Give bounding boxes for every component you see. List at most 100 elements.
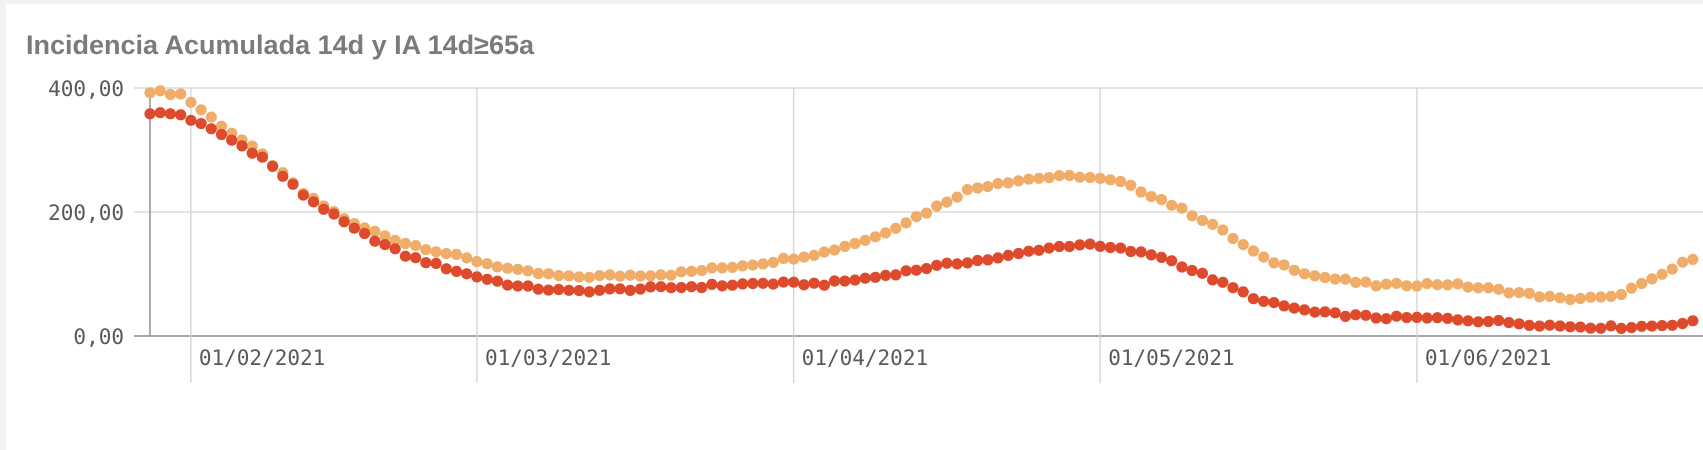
data-point [1237, 239, 1249, 251]
data-point [532, 267, 544, 280]
data-point [1247, 245, 1259, 257]
data-point [1227, 232, 1239, 245]
data-point [450, 248, 463, 260]
data-point [1339, 273, 1351, 285]
data-point [1094, 172, 1106, 184]
data-point [1135, 186, 1147, 198]
data-point [1186, 264, 1198, 277]
data-point [1084, 171, 1096, 184]
data-point [1309, 270, 1321, 282]
data-point [1176, 261, 1188, 273]
data-point [757, 258, 769, 270]
data-point [1104, 174, 1116, 186]
data-point [1411, 280, 1423, 292]
data-point [1237, 286, 1249, 298]
data-point [1033, 172, 1045, 184]
data-point [1462, 315, 1474, 327]
data-point [941, 257, 953, 269]
data-point [226, 134, 238, 146]
data-point [737, 260, 749, 272]
data-series [144, 85, 1699, 334]
data-point [961, 257, 974, 269]
data-point [1012, 247, 1025, 260]
data-point [777, 276, 790, 288]
data-point [542, 284, 555, 296]
data-point [931, 200, 943, 212]
data-point [430, 257, 442, 269]
data-point [1166, 255, 1178, 267]
data-point [420, 244, 432, 256]
data-point [685, 265, 698, 277]
data-point [982, 254, 994, 266]
data-point [1401, 280, 1413, 292]
data-point [164, 88, 176, 101]
data-point [389, 234, 401, 246]
data-point [1503, 317, 1515, 329]
data-point [1513, 287, 1525, 299]
data-point [1380, 313, 1392, 325]
data-point [828, 244, 841, 256]
data-point [461, 252, 473, 264]
data-point [164, 108, 176, 120]
data-point [481, 258, 493, 270]
data-point [726, 279, 739, 291]
data-point [348, 222, 360, 234]
data-point [328, 208, 340, 220]
data-point [573, 285, 585, 297]
data-point [900, 265, 912, 277]
data-point [1196, 214, 1208, 227]
data-point [920, 263, 933, 275]
data-point [1350, 276, 1362, 288]
data-point [1023, 245, 1035, 257]
data-point [1390, 310, 1403, 322]
data-point [1421, 278, 1433, 290]
data-point [1482, 315, 1494, 328]
data-point [1533, 291, 1546, 303]
x-tick-label: 01/06/2021 [1425, 346, 1551, 370]
x-tick-label: 01/03/2021 [485, 346, 611, 370]
data-point [1207, 274, 1219, 286]
data-point [880, 227, 892, 239]
data-point [1625, 282, 1638, 294]
data-point [1513, 318, 1525, 330]
data-point [1636, 320, 1648, 332]
data-point [1350, 309, 1362, 321]
chart-title: Incidencia Acumulada 14d y IA 14d≥65a [26, 30, 535, 60]
data-point [1503, 287, 1515, 299]
data-point [1380, 278, 1392, 290]
x-tick-label: 01/04/2021 [802, 346, 928, 370]
data-point [563, 270, 575, 282]
x-tick-label: 01/02/2021 [199, 346, 325, 370]
data-point [471, 256, 483, 268]
data-point [1227, 282, 1239, 294]
data-point [1493, 283, 1505, 295]
data-point [1431, 312, 1443, 324]
data-point [1002, 177, 1014, 189]
data-point [685, 281, 698, 293]
data-point [1421, 312, 1433, 324]
y-tick-label: 400,00 [48, 77, 124, 101]
data-point [808, 249, 820, 261]
data-point [1523, 287, 1535, 299]
chart-panel: Incidencia Acumulada 14d y IA 14d≥65a [6, 4, 1703, 450]
data-point [1482, 282, 1494, 294]
data-point [818, 279, 830, 291]
data-point [1104, 241, 1116, 254]
data-point [1339, 310, 1351, 322]
data-point [1666, 263, 1678, 275]
data-point [553, 283, 565, 296]
data-point [1585, 291, 1597, 303]
data-point [767, 256, 779, 268]
data-point [205, 123, 217, 135]
data-point [665, 269, 677, 281]
data-point [747, 277, 759, 290]
data-point [1053, 170, 1065, 182]
data-point [1074, 171, 1086, 183]
data-point [379, 230, 391, 242]
data-point [1033, 244, 1045, 256]
data-point [491, 275, 503, 287]
data-point [440, 263, 452, 275]
data-point [716, 280, 728, 292]
data-point [410, 240, 422, 252]
data-point [1288, 264, 1300, 276]
